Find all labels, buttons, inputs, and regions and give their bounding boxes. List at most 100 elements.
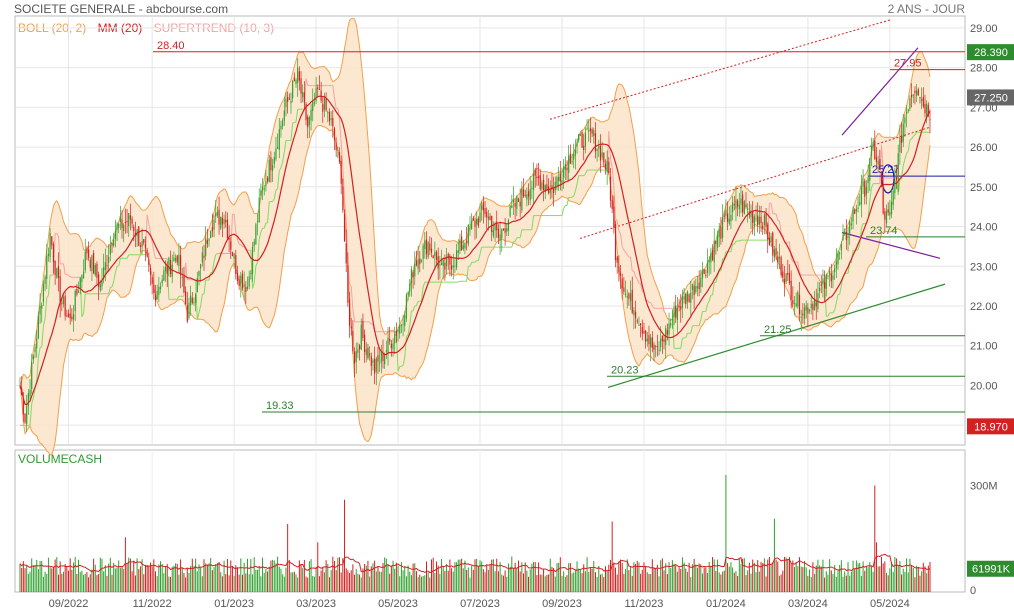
supertrend-segment (869, 188, 872, 201)
candle-body (720, 226, 722, 239)
candle-body (827, 275, 829, 277)
candle-body (536, 176, 538, 179)
candle-body (711, 250, 714, 260)
candle-body (556, 177, 558, 186)
candle-body (787, 272, 789, 275)
candle-body (516, 195, 518, 209)
candle-body (807, 307, 809, 314)
candle-body (755, 218, 757, 220)
candle-body (375, 358, 377, 372)
candle-body (402, 323, 404, 325)
candle-body (188, 302, 190, 319)
candle-body (317, 87, 319, 89)
supertrend-segment (907, 139, 911, 152)
candle-body (34, 347, 36, 353)
supertrend-segment (563, 205, 566, 209)
candle-body (675, 305, 677, 318)
candle-body (732, 202, 734, 213)
candle-body (211, 227, 213, 232)
supertrend-segment (870, 183, 874, 189)
supertrend-segment (111, 281, 115, 288)
supertrend-segment (477, 254, 481, 261)
supertrend-segment (409, 310, 412, 326)
candle-body (792, 300, 794, 304)
candle-body (387, 337, 389, 353)
moving-average-line (19, 95, 931, 406)
candle-body (190, 295, 192, 306)
candle-body (337, 150, 339, 152)
candle-body (738, 205, 740, 210)
candle-body (31, 362, 33, 389)
supertrend-segment (422, 281, 426, 288)
supertrend-segment (236, 238, 240, 245)
candle-body (658, 349, 660, 351)
supertrend-segment (114, 266, 118, 273)
candle-body (352, 330, 354, 352)
candle-body (400, 325, 402, 327)
supertrend-segment (620, 233, 623, 247)
candle-body (394, 334, 396, 344)
candle-body (245, 286, 247, 292)
candle-body (584, 132, 587, 147)
candle-body (723, 215, 725, 217)
candle-body (624, 294, 627, 296)
supertrend-segment (62, 263, 66, 275)
candle-body (128, 213, 130, 227)
supertrend-segment (277, 170, 280, 189)
supertrend-segment (832, 309, 836, 314)
candle-body (343, 214, 346, 242)
supertrend-segment (294, 121, 297, 124)
candle-body (885, 210, 888, 224)
candle-body (200, 264, 202, 269)
candle-body (573, 154, 575, 160)
candle-body (275, 148, 277, 160)
supertrend-segment (479, 247, 483, 255)
candle-body (529, 189, 531, 201)
candle-body (66, 315, 68, 317)
candle-body (24, 413, 26, 423)
candle-body (680, 306, 682, 310)
candle-body (815, 302, 817, 307)
candle-body (379, 362, 381, 364)
candle-body (342, 186, 344, 211)
candle-body (307, 116, 309, 128)
supertrend-segment (700, 311, 703, 320)
candle-body (255, 224, 257, 244)
candle-body (798, 294, 801, 315)
candle-body (390, 343, 392, 348)
candle-body (293, 77, 295, 82)
supertrend-segment (211, 261, 215, 273)
candle-body (862, 181, 864, 187)
supertrend-segment (616, 220, 620, 231)
candle-body (502, 228, 505, 231)
candle-body (273, 157, 275, 165)
candle-body (929, 119, 931, 121)
supertrend-segment (412, 305, 416, 312)
candle-body (374, 358, 376, 374)
candle-body (479, 212, 481, 223)
candle-body (124, 222, 126, 224)
candle-body (512, 199, 515, 203)
candle-body (805, 305, 807, 311)
supertrend-segment (415, 301, 419, 307)
candle-body (168, 257, 170, 271)
supertrend-segment (397, 366, 401, 372)
price-badge-label: 28.390 (974, 47, 1008, 59)
supertrend-segment (715, 276, 719, 283)
candle-body (285, 98, 287, 108)
supertrend-segment (200, 294, 203, 306)
candle-body (57, 265, 60, 279)
candle-body (578, 133, 580, 141)
candle-body (855, 208, 857, 212)
candle-body (660, 338, 662, 348)
candle-body (91, 255, 93, 272)
supertrend-segment (272, 198, 275, 202)
candle-body (810, 303, 812, 309)
supertrend-segment (44, 297, 48, 319)
supertrend-segment (621, 246, 625, 251)
period-label[interactable]: 2 ANS - JOUR (887, 2, 965, 16)
supertrend-segment (775, 213, 779, 221)
candle-body (51, 236, 53, 246)
candle-body (36, 338, 38, 349)
